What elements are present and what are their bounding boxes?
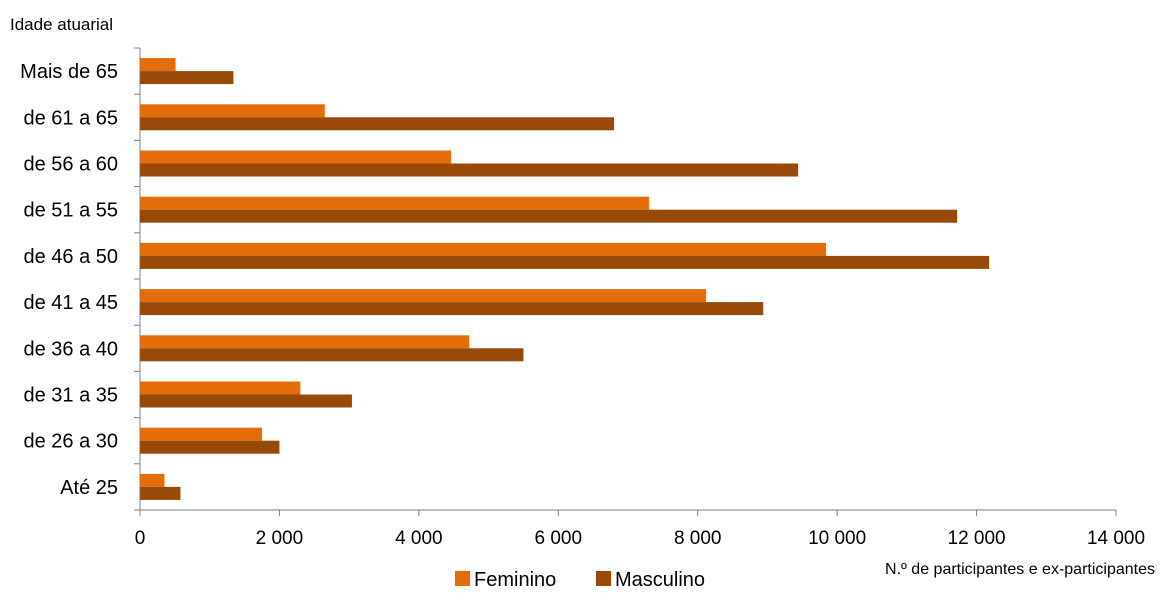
bar-masculino: [140, 209, 958, 223]
bar-masculino: [140, 486, 181, 500]
bar-masculino: [140, 302, 764, 316]
bar-feminino: [140, 242, 826, 256]
bars: [140, 58, 990, 500]
y-tick-label: Mais de 65: [20, 61, 118, 83]
labels: 0 2 000 4 000 6 000 8 000 10 000 12 000 14 000 A…: [20, 61, 1145, 549]
y-tick-label: de 61 a 65: [23, 107, 118, 129]
bar-masculino: [140, 394, 352, 408]
y-tick-label: de 41 a 45: [23, 292, 118, 314]
bar-masculino: [140, 440, 280, 454]
x-tick-label: 14 000: [1087, 528, 1145, 549]
y-tick-label: de 46 a 50: [23, 246, 118, 268]
bar-feminino: [140, 150, 451, 164]
bar-feminino: [140, 58, 176, 72]
bar-masculino: [140, 71, 234, 85]
bar-feminino: [140, 104, 325, 118]
x-tick-label: 8 000: [674, 528, 722, 549]
x-tick-label: 6 000: [535, 528, 583, 549]
bar-masculino: [140, 117, 615, 131]
x-tick-label: 10 000: [808, 528, 866, 549]
legend-label-feminino: Feminino: [474, 569, 556, 589]
bar-masculino: [140, 348, 524, 362]
bar-feminino: [140, 473, 165, 487]
y-tick-label: de 51 a 55: [23, 200, 118, 222]
x-tick-label: 12 000: [948, 528, 1006, 549]
legend: Feminino Masculino: [455, 569, 705, 591]
y-tick-label: de 56 a 60: [23, 154, 118, 176]
bar-masculino: [140, 163, 799, 177]
x-tick-label: 2 000: [256, 528, 304, 549]
y-tick-label: de 26 a 30: [23, 431, 118, 453]
x-axis-title: N.º de participantes e ex-participantes: [885, 561, 1155, 578]
legend-label-masculino: Masculino: [615, 569, 705, 589]
y-tick-label: de 36 a 40: [23, 338, 118, 360]
legend-swatch-feminino: [455, 571, 470, 586]
bar-feminino: [140, 427, 262, 441]
x-tick-label: 0: [135, 528, 146, 549]
y-axis-title: Idade atuarial: [10, 15, 113, 34]
bar-masculino: [140, 255, 990, 269]
y-tick-label: Até 25: [60, 477, 118, 499]
legend-swatch-masculino: [596, 571, 611, 586]
y-tick-label: de 31 a 35: [23, 385, 118, 407]
bar-feminino: [140, 381, 301, 395]
bar-feminino: [140, 289, 707, 303]
bar-feminino: [140, 335, 470, 349]
bar-feminino: [140, 196, 649, 210]
x-tick-label: 4 000: [395, 528, 443, 549]
